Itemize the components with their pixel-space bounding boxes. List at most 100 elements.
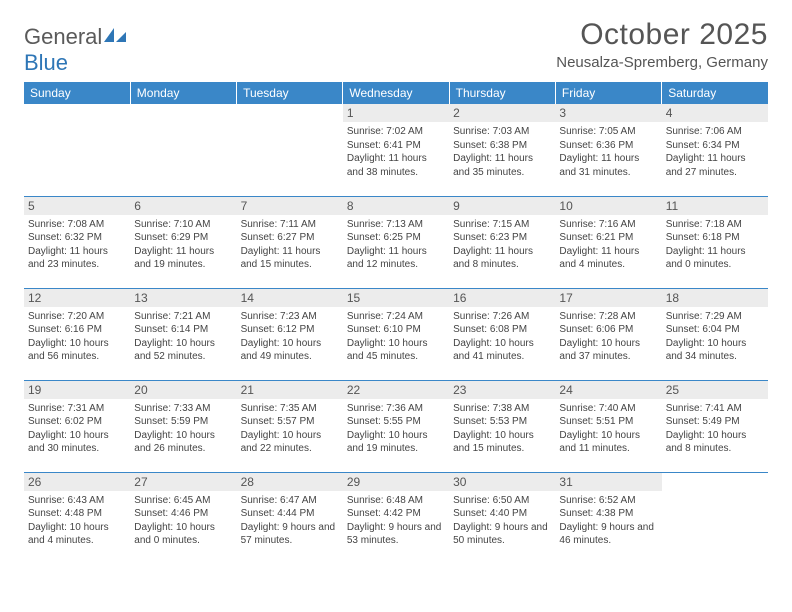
day-number: 12 [24, 289, 130, 307]
day-info: Sunrise: 7:13 AMSunset: 6:25 PMDaylight:… [347, 218, 445, 272]
sail-icon [104, 24, 126, 49]
calendar-cell: 29 Sunrise: 6:48 AMSunset: 4:42 PMDayligh… [343, 472, 449, 564]
weekday-header: Monday [130, 82, 236, 104]
calendar-cell: 20Sunrise: 7:33 AMSunset: 5:59 PMDayligh… [130, 380, 236, 472]
day-info: Sunrise: 7:36 AMSunset: 5:55 PMDaylight:… [347, 402, 445, 456]
day-number: 6 [130, 197, 236, 215]
day-number: 20 [130, 381, 236, 399]
day-number: 10 [555, 197, 661, 215]
calendar-cell: 2Sunrise: 7:03 AMSunset: 6:38 PMDaylight… [449, 104, 555, 196]
calendar-cell: 28 Sunrise: 6:47 AMSunset: 4:44 PMDayligh… [237, 472, 343, 564]
day-info: Sunrise: 6:43 AMSunset: 4:48 PMDaylight:… [28, 494, 126, 548]
day-number: 16 [449, 289, 555, 307]
calendar-cell: 12 Sunrise: 7:20 AMSunset: 6:16 PMDayligh… [24, 288, 130, 380]
calendar-row: 5Sunrise: 7:08 AMSunset: 6:32 PMDaylight… [24, 196, 768, 288]
day-info: Sunrise: 7:35 AMSunset: 5:57 PMDaylight:… [241, 402, 339, 456]
location-text: Neusalza-Spremberg, Germany [556, 54, 768, 71]
calendar-cell [237, 104, 343, 196]
calendar-cell: 9Sunrise: 7:15 AMSunset: 6:23 PMDaylight… [449, 196, 555, 288]
calendar-cell: 22 Sunrise: 7:36 AMSunset: 5:55 PMDayligh… [343, 380, 449, 472]
brand-name: GeneralBlue [24, 24, 126, 76]
day-number: 26 [24, 473, 130, 491]
calendar-cell: 23 Sunrise: 7:38 AMSunset: 5:53 PMDayligh… [449, 380, 555, 472]
day-info: Sunrise: 7:41 AMSunset: 5:49 PMDaylight:… [666, 402, 764, 456]
day-info: Sunrise: 7:02 AMSunset: 6:41 PMDaylight:… [347, 125, 445, 179]
calendar-cell: 4Sunrise: 7:06 AMSunset: 6:34 PMDaylight… [662, 104, 768, 196]
calendar-cell: 27Sunrise: 6:45 AMSunset: 4:46 PMDayligh… [130, 472, 236, 564]
calendar-cell: 15 Sunrise: 7:24 AMSunset: 6:10 PMDayligh… [343, 288, 449, 380]
calendar-cell [662, 472, 768, 564]
day-number: 11 [662, 197, 768, 215]
day-info: Sunrise: 7:21 AMSunset: 6:14 PMDaylight:… [134, 310, 232, 364]
day-info: Sunrise: 6:48 AMSunset: 4:42 PMDaylight:… [347, 494, 445, 548]
calendar-cell: 18 Sunrise: 7:29 AMSunset: 6:04 PMDayligh… [662, 288, 768, 380]
day-number: 1 [343, 104, 449, 122]
calendar-cell: 17Sunrise: 7:28 AMSunset: 6:06 PMDayligh… [555, 288, 661, 380]
day-number: 8 [343, 197, 449, 215]
calendar-cell: 21Sunrise: 7:35 AMSunset: 5:57 PMDayligh… [237, 380, 343, 472]
weekday-header: Sunday [24, 82, 130, 104]
calendar-row: 26 Sunrise: 6:43 AMSunset: 4:48 PMDayligh… [24, 472, 768, 564]
brand-part1: General [24, 24, 102, 49]
calendar-cell: 16 Sunrise: 7:26 AMSunset: 6:08 PMDayligh… [449, 288, 555, 380]
day-number: 14 [237, 289, 343, 307]
day-number: 29 [343, 473, 449, 491]
calendar-body: 1 Sunrise: 7:02 AMSunset: 6:41 PMDaylight… [24, 104, 768, 564]
calendar-cell: 6 Sunrise: 7:10 AMSunset: 6:29 PMDaylight… [130, 196, 236, 288]
day-info: Sunrise: 6:47 AMSunset: 4:44 PMDaylight:… [241, 494, 339, 548]
weekday-header: Wednesday [343, 82, 449, 104]
calendar-table: SundayMondayTuesdayWednesdayThursdayFrid… [24, 82, 768, 564]
calendar-cell: 1 Sunrise: 7:02 AMSunset: 6:41 PMDaylight… [343, 104, 449, 196]
day-number: 22 [343, 381, 449, 399]
day-number: 23 [449, 381, 555, 399]
day-number: 25 [662, 381, 768, 399]
calendar-cell: 5Sunrise: 7:08 AMSunset: 6:32 PMDaylight… [24, 196, 130, 288]
day-number: 4 [662, 104, 768, 122]
day-number: 15 [343, 289, 449, 307]
day-info: Sunrise: 7:23 AMSunset: 6:12 PMDaylight:… [241, 310, 339, 364]
day-number: 7 [237, 197, 343, 215]
day-number: 27 [130, 473, 236, 491]
day-info: Sunrise: 7:10 AMSunset: 6:29 PMDaylight:… [134, 218, 232, 272]
day-number: 9 [449, 197, 555, 215]
day-number: 17 [555, 289, 661, 307]
day-info: Sunrise: 7:26 AMSunset: 6:08 PMDaylight:… [453, 310, 551, 364]
day-info: Sunrise: 7:18 AMSunset: 6:18 PMDaylight:… [666, 218, 764, 272]
calendar-cell: 14 Sunrise: 7:23 AMSunset: 6:12 PMDayligh… [237, 288, 343, 380]
day-info: Sunrise: 7:16 AMSunset: 6:21 PMDaylight:… [559, 218, 657, 272]
weekday-header: Saturday [662, 82, 768, 104]
page-title: October 2025 [556, 18, 768, 52]
calendar-cell: 24Sunrise: 7:40 AMSunset: 5:51 PMDayligh… [555, 380, 661, 472]
day-info: Sunrise: 7:08 AMSunset: 6:32 PMDaylight:… [28, 218, 126, 272]
calendar-cell: 11 Sunrise: 7:18 AMSunset: 6:18 PMDayligh… [662, 196, 768, 288]
calendar-cell: 10 Sunrise: 7:16 AMSunset: 6:21 PMDayligh… [555, 196, 661, 288]
day-number: 19 [24, 381, 130, 399]
day-info: Sunrise: 7:31 AMSunset: 6:02 PMDaylight:… [28, 402, 126, 456]
weekday-header: Tuesday [237, 82, 343, 104]
day-info: Sunrise: 6:52 AMSunset: 4:38 PMDaylight:… [559, 494, 657, 548]
day-number: 24 [555, 381, 661, 399]
calendar-row: 19 Sunrise: 7:31 AMSunset: 6:02 PMDayligh… [24, 380, 768, 472]
calendar-cell: 25 Sunrise: 7:41 AMSunset: 5:49 PMDayligh… [662, 380, 768, 472]
calendar-row: 1 Sunrise: 7:02 AMSunset: 6:41 PMDaylight… [24, 104, 768, 196]
title-block: October 2025 Neusalza-Spremberg, Germany [556, 18, 768, 71]
day-info: Sunrise: 7:38 AMSunset: 5:53 PMDaylight:… [453, 402, 551, 456]
calendar-cell: 26 Sunrise: 6:43 AMSunset: 4:48 PMDayligh… [24, 472, 130, 564]
day-number: 28 [237, 473, 343, 491]
calendar-cell [24, 104, 130, 196]
day-info: Sunrise: 7:20 AMSunset: 6:16 PMDaylight:… [28, 310, 126, 364]
calendar-cell: 7Sunrise: 7:11 AMSunset: 6:27 PMDaylight… [237, 196, 343, 288]
day-info: Sunrise: 7:24 AMSunset: 6:10 PMDaylight:… [347, 310, 445, 364]
calendar-row: 12 Sunrise: 7:20 AMSunset: 6:16 PMDayligh… [24, 288, 768, 380]
page-header: GeneralBlue October 2025 Neusalza-Spremb… [24, 18, 768, 76]
day-number: 3 [555, 104, 661, 122]
day-info: Sunrise: 7:05 AMSunset: 6:36 PMDaylight:… [559, 125, 657, 179]
calendar-cell: 31Sunrise: 6:52 AMSunset: 4:38 PMDayligh… [555, 472, 661, 564]
day-info: Sunrise: 6:50 AMSunset: 4:40 PMDaylight:… [453, 494, 551, 548]
day-info: Sunrise: 7:29 AMSunset: 6:04 PMDaylight:… [666, 310, 764, 364]
calendar-cell: 13Sunrise: 7:21 AMSunset: 6:14 PMDayligh… [130, 288, 236, 380]
day-number: 18 [662, 289, 768, 307]
brand-logo: GeneralBlue [24, 24, 126, 76]
calendar-cell: 8 Sunrise: 7:13 AMSunset: 6:25 PMDaylight… [343, 196, 449, 288]
calendar-cell [130, 104, 236, 196]
